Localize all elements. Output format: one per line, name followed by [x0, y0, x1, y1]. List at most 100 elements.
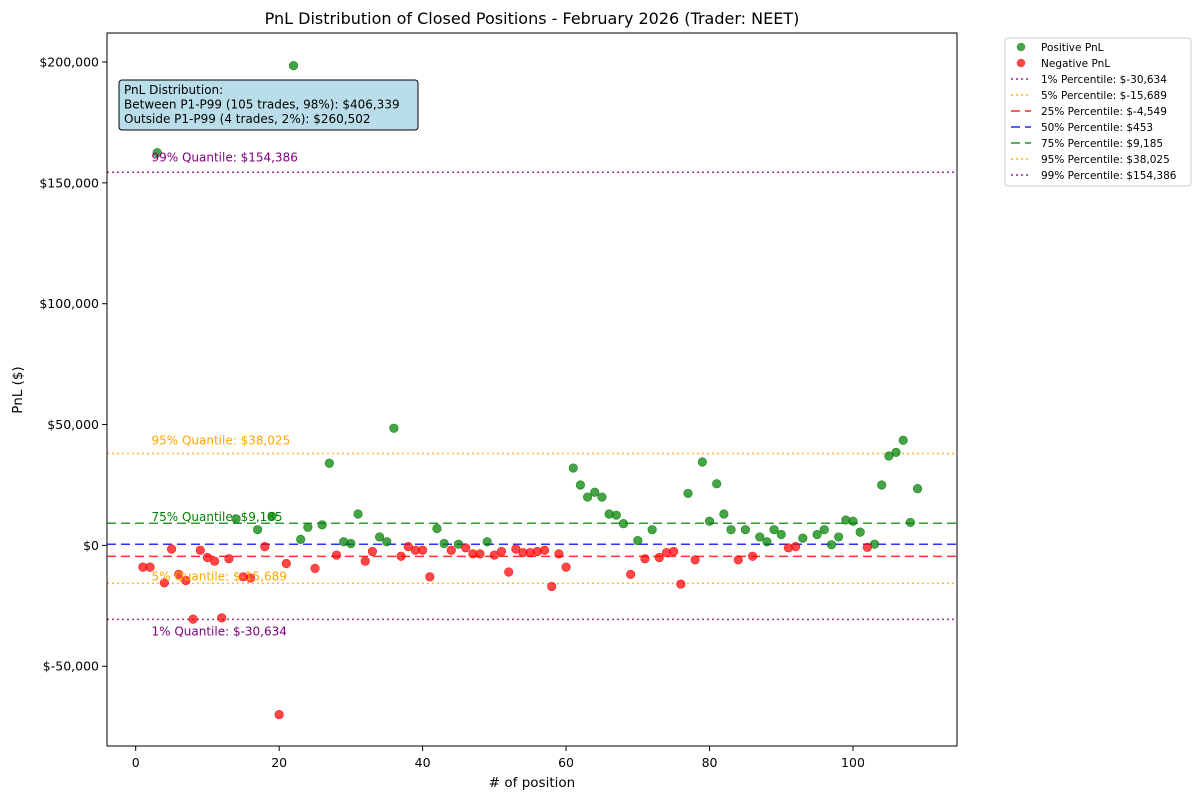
legend-marker-positive [1016, 42, 1026, 52]
negative-pnl-point [274, 709, 284, 720]
legend-label: Positive PnL [1041, 42, 1104, 54]
negative-pnl-point [504, 567, 514, 577]
legend-label: 95% Percentile: $38,025 [1041, 154, 1170, 166]
positive-pnl-point [647, 525, 657, 535]
positive-pnl-point [755, 532, 765, 542]
positive-pnl-point [912, 483, 923, 494]
negative-pnl-point [174, 569, 184, 579]
positive-pnl-point [905, 517, 915, 528]
negative-pnl-point [403, 542, 413, 552]
negative-pnl-point [654, 552, 664, 563]
positive-pnl-point [317, 520, 327, 530]
negative-pnl-point [733, 555, 743, 565]
positive-pnl-point [704, 516, 715, 526]
positive-pnl-point [231, 514, 241, 524]
negative-pnl-point [159, 578, 169, 588]
positive-pnl-point [683, 488, 693, 499]
negative-pnl-point [367, 546, 378, 557]
negative-pnl-point [260, 542, 270, 552]
negative-pnl-point [209, 556, 220, 566]
legend-label: 25% Percentile: $-4,549 [1041, 106, 1167, 118]
chart-title: PnL Distribution of Closed Positions - F… [265, 9, 800, 28]
negative-pnl-point [489, 550, 499, 560]
positive-pnl-point [288, 61, 299, 71]
info-box-line: PnL Distribution: [124, 83, 223, 97]
legend-marker-negative [1016, 58, 1026, 68]
negative-pnl-point [676, 579, 686, 589]
positive-pnl-point [633, 535, 643, 546]
info-box-line: Between P1-P99 (105 trades, 98%): $406,3… [124, 98, 400, 112]
negative-pnl-point [425, 572, 435, 582]
positive-pnl-point [697, 457, 707, 467]
negative-pnl-point [496, 546, 507, 557]
negative-pnl-point [396, 551, 406, 561]
positive-pnl-point [296, 534, 306, 544]
legend: Positive PnL Negative PnL 1% Percentile: $… [1004, 37, 1192, 187]
positive-pnl-point [719, 509, 729, 519]
positive-pnl-point [898, 435, 908, 445]
positive-pnl-point [389, 423, 399, 433]
negative-pnl-point [202, 552, 213, 563]
positive-pnl-point [568, 463, 578, 473]
quantile-annotation-p95: 95% Quantile: $38,025 [151, 433, 290, 447]
info-box-line: Outside P1-P99 (4 trades, 2%): $260,502 [124, 112, 371, 126]
positive-pnl-point [353, 509, 363, 519]
y-tick-label: $200,000 [39, 55, 99, 70]
positive-pnl-point [712, 479, 722, 489]
negative-pnl-point [690, 555, 700, 565]
positive-pnl-point [152, 148, 162, 158]
y-tick-label: $100,000 [39, 296, 99, 311]
x-tick-label: 40 [415, 755, 431, 770]
negative-pnl-point [461, 543, 471, 553]
y-tick-label: $-50,000 [43, 659, 99, 674]
negative-pnl-point [224, 554, 234, 564]
legend-label: 1% Percentile: $-30,634 [1041, 74, 1167, 86]
x-axis-label: # of position [489, 775, 575, 791]
positive-pnl-point [618, 519, 629, 529]
quantile-lines-layer [107, 171, 957, 621]
y-tick-label: $0 [83, 538, 99, 553]
negative-pnl-point [195, 545, 205, 555]
legend-label: Negative PnL [1041, 58, 1110, 70]
positive-pnl-point [877, 480, 887, 490]
positive-pnl-point [891, 447, 901, 457]
negative-pnl-point [791, 542, 801, 552]
x-tick-label: 80 [702, 755, 718, 770]
x-tick-label: 60 [558, 755, 574, 770]
negative-pnl-point [145, 562, 155, 572]
positive-pnl-point [453, 539, 464, 549]
positive-pnl-point [726, 525, 736, 535]
negative-pnl-point [245, 573, 256, 583]
negative-pnl-point [310, 563, 320, 573]
negative-pnl-point [862, 542, 872, 552]
negative-pnl-point [217, 613, 227, 623]
positive-pnl-point [575, 480, 586, 490]
negative-pnl-point [418, 545, 428, 555]
negative-pnl-point [475, 549, 485, 559]
positive-pnl-point [303, 522, 313, 532]
legend-label: 50% Percentile: $453 [1041, 122, 1153, 134]
positive-pnl-point [740, 525, 750, 535]
negative-pnl-point [554, 549, 564, 559]
negative-pnl-point [640, 554, 650, 564]
negative-pnl-point [547, 581, 557, 592]
positive-pnl-point [582, 492, 593, 502]
negative-pnl-point [166, 544, 177, 554]
legend-label: 5% Percentile: $-15,689 [1041, 90, 1167, 102]
negative-pnl-point [331, 550, 342, 560]
positive-pnl-point [346, 538, 356, 549]
positive-pnl-point [776, 529, 786, 540]
legend-label: 99% Percentile: $154,386 [1041, 170, 1177, 182]
positive-pnl-point [855, 527, 865, 537]
legend-label: 75% Percentile: $9,185 [1041, 138, 1163, 150]
legend-frame [1004, 37, 1192, 187]
positive-pnl-point [812, 529, 822, 540]
positive-pnl-point [826, 540, 837, 550]
info-box: PnL Distribution:Between P1-P99 (105 tra… [118, 79, 419, 131]
positive-pnl-point [848, 516, 858, 526]
positive-pnl-point [590, 487, 600, 497]
negative-pnl-point [188, 614, 198, 624]
quantile-annotation-p1: 1% Quantile: $-30,634 [151, 624, 286, 638]
x-tick-label: 0 [132, 755, 140, 770]
